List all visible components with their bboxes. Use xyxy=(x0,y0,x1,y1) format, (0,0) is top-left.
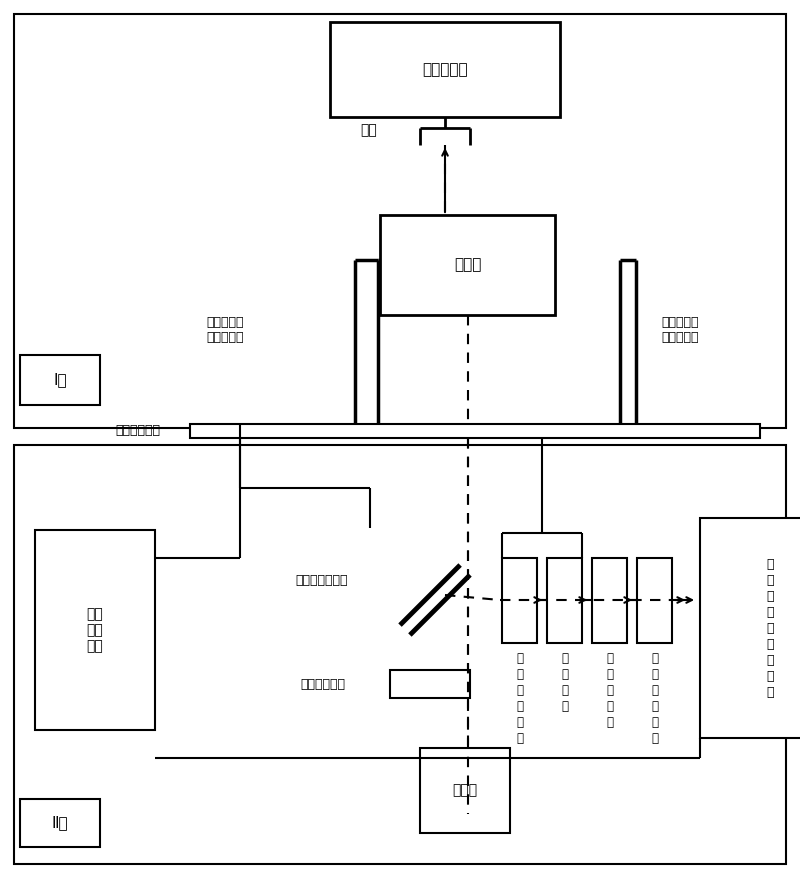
Bar xyxy=(592,558,627,643)
Text: 计
算
机
分
析
处
理
系
统: 计 算 机 分 析 处 理 系 统 xyxy=(766,558,774,698)
Text: Ⅰ区: Ⅰ区 xyxy=(53,372,67,387)
Text: 光
电
探
测
器: 光 电 探 测 器 xyxy=(606,652,613,729)
Bar xyxy=(330,22,560,117)
Text: 锁
相
放
大
系
统: 锁 相 放 大 系 统 xyxy=(651,652,658,745)
Text: 光偏振旋转器: 光偏振旋转器 xyxy=(300,677,345,690)
Bar xyxy=(14,445,786,864)
Bar xyxy=(20,799,100,847)
Text: 样品: 样品 xyxy=(360,123,377,137)
Bar xyxy=(420,748,510,833)
Bar xyxy=(502,558,537,643)
Bar xyxy=(380,215,555,315)
Bar xyxy=(637,558,672,643)
Text: 步进
控制
马达: 步进 控制 马达 xyxy=(86,606,103,653)
Bar xyxy=(190,424,760,438)
Bar xyxy=(700,518,800,738)
Text: 铁磁体方向
反转操作杆: 铁磁体方向 反转操作杆 xyxy=(662,316,698,344)
Text: 激光器: 激光器 xyxy=(453,783,478,797)
Text: 光
偏
振
器: 光 偏 振 器 xyxy=(561,652,568,713)
Text: 衬底观察窗口: 衬底观察窗口 xyxy=(115,424,161,438)
Text: 样品操作器: 样品操作器 xyxy=(422,62,468,77)
Bar xyxy=(20,355,100,405)
Text: 半透半反分光器: 半透半反分光器 xyxy=(295,574,347,586)
Bar xyxy=(35,530,155,730)
Text: 铁磁体位置
移动操作杆: 铁磁体位置 移动操作杆 xyxy=(206,316,244,344)
Text: Ⅱ区: Ⅱ区 xyxy=(52,816,68,830)
Text: 铁磁体: 铁磁体 xyxy=(454,257,481,272)
Bar xyxy=(390,670,470,698)
Bar xyxy=(192,426,758,436)
Bar xyxy=(14,14,786,428)
Text: 光
弹
性
调
制
器: 光 弹 性 调 制 器 xyxy=(516,652,523,745)
Bar xyxy=(547,558,582,643)
